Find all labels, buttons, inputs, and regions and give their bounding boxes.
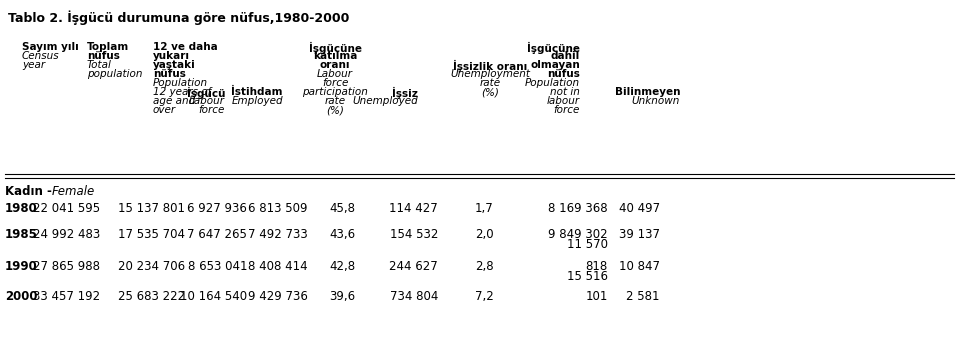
Text: İşgücüne: İşgücüne [527, 42, 580, 54]
Text: 39 137: 39 137 [619, 228, 660, 241]
Text: 25 683 222: 25 683 222 [118, 290, 185, 303]
Text: 9 849 302: 9 849 302 [549, 228, 608, 241]
Text: 7 647 265: 7 647 265 [187, 228, 247, 241]
Text: Female: Female [52, 185, 95, 198]
Text: Census: Census [22, 51, 59, 61]
Text: 43,6: 43,6 [329, 228, 355, 241]
Text: İşgücü: İşgücü [186, 87, 225, 99]
Text: 2,8: 2,8 [475, 260, 493, 273]
Text: 40 497: 40 497 [619, 202, 660, 215]
Text: 1,7: 1,7 [475, 202, 493, 215]
Text: dahil: dahil [550, 51, 580, 61]
Text: rate: rate [480, 78, 501, 88]
Text: yukarı: yukarı [153, 51, 190, 61]
Text: 2 581: 2 581 [626, 290, 660, 303]
Text: 10 847: 10 847 [619, 260, 660, 273]
Text: over: over [153, 105, 176, 115]
Text: 42,8: 42,8 [329, 260, 355, 273]
Text: participation: participation [302, 87, 368, 97]
Text: Labour: Labour [189, 96, 225, 106]
Text: 12 years of: 12 years of [153, 87, 211, 97]
Text: 33 457 192: 33 457 192 [33, 290, 100, 303]
Text: 114 427: 114 427 [389, 202, 438, 215]
Text: 39,6: 39,6 [329, 290, 355, 303]
Text: 8 408 414: 8 408 414 [248, 260, 308, 273]
Text: 8 653 041: 8 653 041 [188, 260, 247, 273]
Text: Total: Total [87, 60, 112, 70]
Text: 6 927 936: 6 927 936 [187, 202, 247, 215]
Text: year: year [22, 60, 45, 70]
Text: 22 041 595: 22 041 595 [33, 202, 100, 215]
Text: 1980: 1980 [5, 202, 37, 215]
Text: 8 169 368: 8 169 368 [549, 202, 608, 215]
Text: 45,8: 45,8 [329, 202, 355, 215]
Text: 9 429 736: 9 429 736 [248, 290, 308, 303]
Text: 1985: 1985 [5, 228, 37, 241]
Text: 15 137 801: 15 137 801 [118, 202, 185, 215]
Text: Population: Population [153, 78, 208, 88]
Text: 101: 101 [586, 290, 608, 303]
Text: İşsizlik oranı: İşsizlik oranı [453, 60, 527, 72]
Text: 6 813 509: 6 813 509 [248, 202, 308, 215]
Text: 1990: 1990 [5, 260, 37, 273]
Text: Unknown: Unknown [632, 96, 680, 106]
Text: Population: Population [525, 78, 580, 88]
Text: olmayan: olmayan [530, 60, 580, 70]
Text: 27 865 988: 27 865 988 [33, 260, 100, 273]
Text: 12 ve daha: 12 ve daha [153, 42, 218, 52]
Text: İstihdam: İstihdam [231, 87, 283, 97]
Text: nüfus: nüfus [548, 69, 580, 79]
Text: (%): (%) [326, 105, 344, 115]
Text: force: force [322, 78, 348, 88]
Text: Tablo 2. İşgücü durumuna göre nüfus,1980-2000: Tablo 2. İşgücü durumuna göre nüfus,1980… [8, 10, 349, 24]
Text: Employed: Employed [231, 96, 283, 106]
Text: 15 516: 15 516 [567, 270, 608, 283]
Text: Bilinmeyen: Bilinmeyen [615, 87, 680, 97]
Text: population: population [87, 69, 143, 79]
Text: 818: 818 [586, 260, 608, 273]
Text: katılma: katılma [313, 51, 357, 61]
Text: 2,0: 2,0 [475, 228, 493, 241]
Text: 20 234 706: 20 234 706 [118, 260, 185, 273]
Text: Kadın -: Kadın - [5, 185, 56, 198]
Text: labour: labour [547, 96, 580, 106]
Text: 24 992 483: 24 992 483 [33, 228, 100, 241]
Text: force: force [553, 105, 580, 115]
Text: rate: rate [324, 96, 345, 106]
Text: İşsiz: İşsiz [392, 87, 418, 99]
Text: (%): (%) [481, 87, 499, 97]
Text: 10 164 540: 10 164 540 [180, 290, 247, 303]
Text: force: force [199, 105, 225, 115]
Text: 2000: 2000 [5, 290, 37, 303]
Text: Labour: Labour [317, 69, 353, 79]
Text: 154 532: 154 532 [389, 228, 438, 241]
Text: İşgücüne: İşgücüne [309, 42, 362, 54]
Text: Sayım yılı: Sayım yılı [22, 42, 79, 52]
Text: 17 535 704: 17 535 704 [118, 228, 185, 241]
Text: Unemployed: Unemployed [352, 96, 418, 106]
Text: age and: age and [153, 96, 196, 106]
Text: Toplam: Toplam [87, 42, 129, 52]
Text: 734 804: 734 804 [389, 290, 438, 303]
Text: 11 570: 11 570 [567, 238, 608, 251]
Text: yaştaki: yaştaki [153, 60, 196, 70]
Text: 7 492 733: 7 492 733 [248, 228, 308, 241]
Text: 244 627: 244 627 [389, 260, 438, 273]
Text: Unemployment: Unemployment [450, 69, 530, 79]
Text: 7,2: 7,2 [475, 290, 493, 303]
Text: nüfus: nüfus [87, 51, 120, 61]
Text: nüfus: nüfus [153, 69, 186, 79]
Text: not in: not in [550, 87, 580, 97]
Text: oranı: oranı [319, 60, 350, 70]
